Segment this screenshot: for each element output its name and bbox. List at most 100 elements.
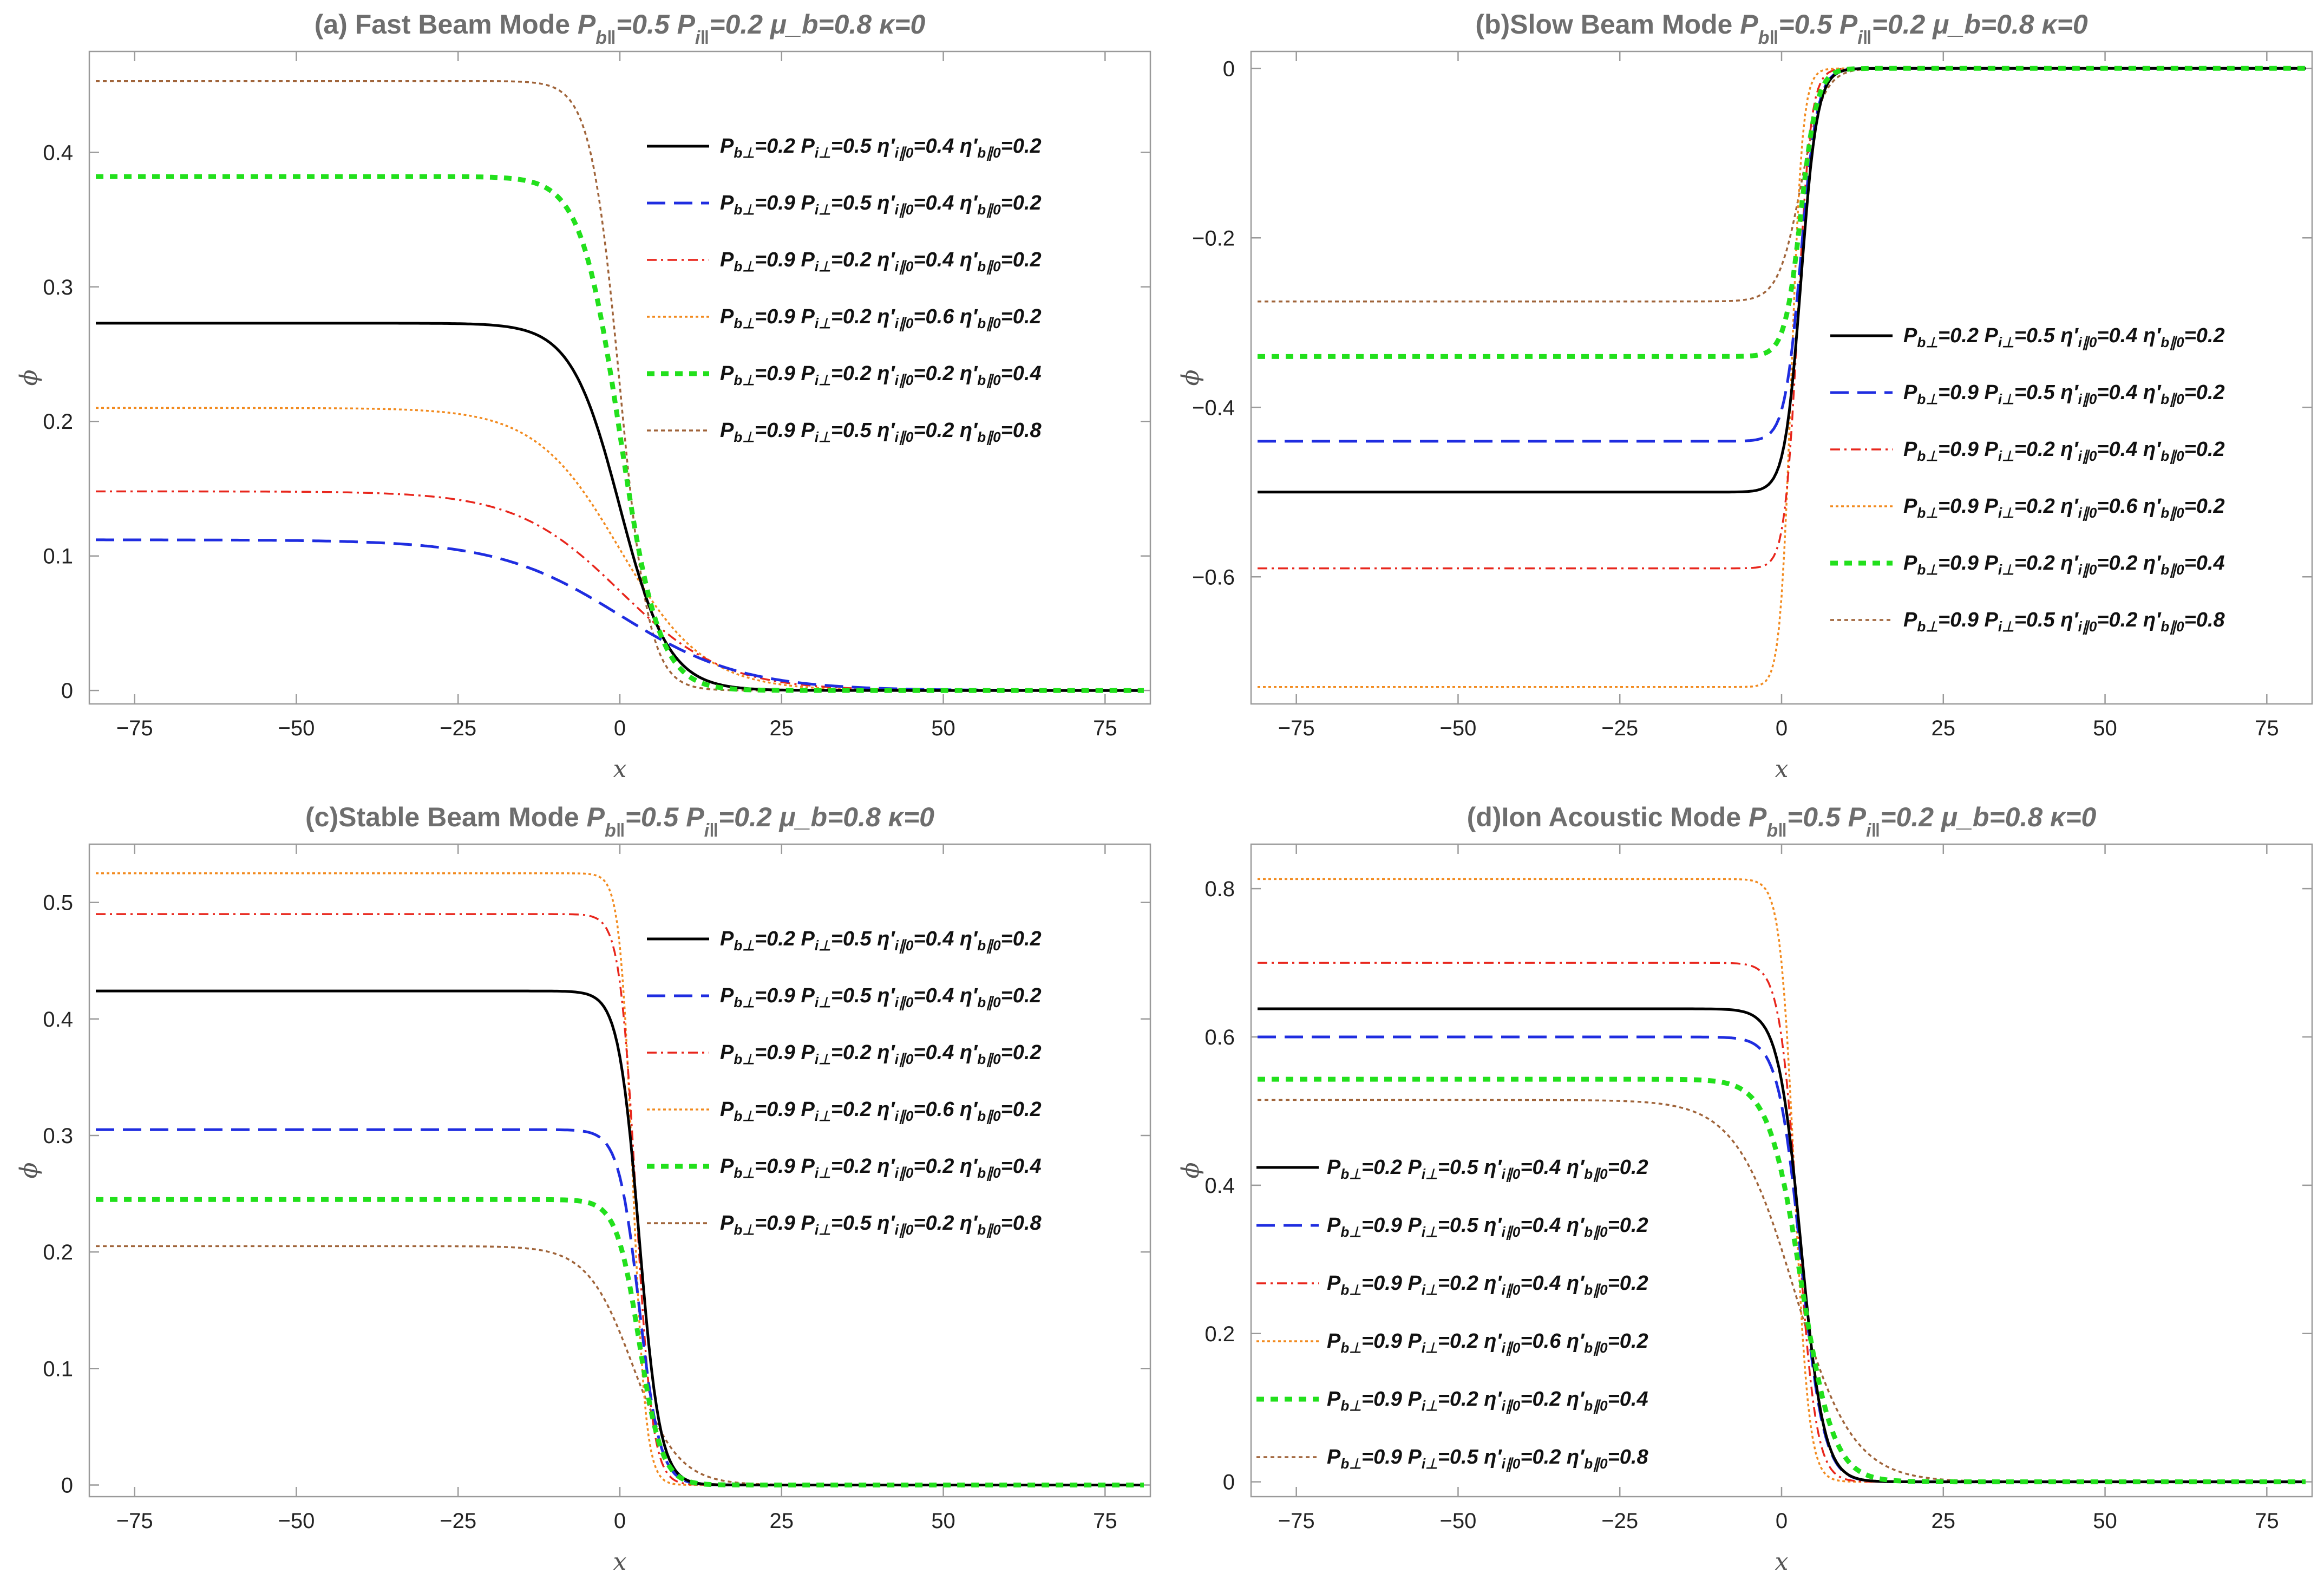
x-tick-label: 50 bbox=[931, 716, 955, 740]
y-tick-label: 0.2 bbox=[1204, 1322, 1235, 1346]
series-line-5 bbox=[1258, 66, 2306, 359]
series-line-2 bbox=[96, 538, 1144, 692]
y-tick-label: 0.8 bbox=[1204, 877, 1235, 901]
legend-entry-6: Pb⊥=0.9 Pi⊥=0.5 η′i∥0=0.2 η′b∥0=0.8 bbox=[720, 419, 1042, 446]
x-tick-label: 25 bbox=[1932, 716, 1956, 740]
x-tick-label: 25 bbox=[1932, 1509, 1956, 1533]
legend-entry-2: Pb⊥=0.9 Pi⊥=0.5 η′i∥0=0.4 η′b∥0=0.2 bbox=[720, 192, 1042, 218]
y-tick-label: 0.6 bbox=[1204, 1026, 1235, 1049]
series-line-5 bbox=[96, 174, 1144, 693]
y-axis-label: ϕ bbox=[15, 1163, 43, 1179]
legend-entry-2: Pb⊥=0.9 Pi⊥=0.5 η′i∥0=0.4 η′b∥0=0.2 bbox=[720, 984, 1042, 1011]
chart-title: (c)Stable Beam Mode Pb‖​=0.5 Pi‖​=0.2 μ_… bbox=[305, 802, 934, 841]
series-line-1 bbox=[1258, 67, 2306, 494]
legend-entry-1: Pb⊥=0.2 Pi⊥=0.5 η′i∥0=0.4 η′b∥0=0.2 bbox=[720, 928, 1042, 954]
x-axis-label: x bbox=[613, 755, 627, 783]
legend-entry-3: Pb⊥=0.9 Pi⊥=0.2 η′i∥0=0.4 η′b∥0=0.2 bbox=[720, 1041, 1042, 1068]
y-axis-label: ϕ bbox=[1177, 1163, 1204, 1179]
chart-title: (a) Fast Beam Mode Pb‖​=0.5 Pi‖​=0.2 μ_b… bbox=[315, 9, 926, 48]
series-line-3 bbox=[96, 913, 1144, 1486]
legend-entry-4: Pb⊥=0.9 Pi⊥=0.2 η′i∥0=0.6 η′b∥0=0.2 bbox=[720, 1098, 1042, 1125]
legend-entry-1: Pb⊥=0.2 Pi⊥=0.5 η′i∥0=0.4 η′b∥0=0.2 bbox=[1327, 1156, 1648, 1183]
x-tick-label: 50 bbox=[931, 1509, 955, 1533]
y-tick-label: 0.1 bbox=[43, 1357, 73, 1381]
x-tick-label: −50 bbox=[278, 716, 315, 740]
series-line-4 bbox=[96, 872, 1144, 1486]
chart-ion-acoustic-mode: (d)Ion Acoustic Mode Pb‖​=0.5 Pi‖​=0.2 μ… bbox=[1177, 802, 2313, 1576]
y-tick-label: 0 bbox=[1223, 57, 1235, 81]
chart-fast-beam-mode: (a) Fast Beam Mode Pb‖​=0.5 Pi‖​=0.2 μ_b… bbox=[15, 9, 1151, 783]
legend-entry-4: Pb⊥=0.9 Pi⊥=0.2 η′i∥0=0.6 η′b∥0=0.2 bbox=[1903, 495, 2225, 521]
x-tick-label: 0 bbox=[614, 1509, 626, 1533]
panel-c: (c)Stable Beam Mode Pb‖​=0.5 Pi‖​=0.2 μ_… bbox=[0, 793, 1162, 1585]
series-line-4 bbox=[96, 407, 1144, 691]
x-tick-label: 0 bbox=[1776, 716, 1788, 740]
chart-title: (d)Ion Acoustic Mode Pb‖​=0.5 Pi‖​=0.2 μ… bbox=[1467, 802, 2097, 841]
series-line-5 bbox=[96, 1197, 1144, 1487]
y-tick-label: 0.1 bbox=[43, 545, 73, 569]
x-tick-label: 0 bbox=[1776, 1509, 1788, 1533]
y-tick-label: 0.3 bbox=[43, 1124, 73, 1148]
chart-stable-beam-mode: (c)Stable Beam Mode Pb‖​=0.5 Pi‖​=0.2 μ_… bbox=[15, 802, 1151, 1576]
x-tick-label: −75 bbox=[116, 1509, 153, 1533]
legend-entry-5: Pb⊥=0.9 Pi⊥=0.2 η′i∥0=0.2 η′b∥0=0.4 bbox=[1903, 552, 2225, 578]
y-tick-label: −0.4 bbox=[1192, 396, 1235, 420]
x-axis-label: x bbox=[613, 1548, 627, 1576]
y-axis-label: ϕ bbox=[1177, 370, 1204, 386]
legend-entry-6: Pb⊥=0.9 Pi⊥=0.5 η′i∥0=0.2 η′b∥0=0.8 bbox=[1903, 609, 2225, 635]
series-line-1 bbox=[96, 989, 1144, 1486]
x-tick-label: 25 bbox=[770, 1509, 794, 1533]
series-line-5 bbox=[1258, 1076, 2306, 1485]
x-tick-label: −50 bbox=[1440, 716, 1477, 740]
legend-entry-5: Pb⊥=0.9 Pi⊥=0.2 η′i∥0=0.2 η′b∥0=0.4 bbox=[1327, 1388, 1648, 1414]
legend-entry-3: Pb⊥=0.9 Pi⊥=0.2 η′i∥0=0.4 η′b∥0=0.2 bbox=[720, 249, 1042, 275]
chart-slow-beam-mode: (b)Slow Beam Mode Pb‖​=0.5 Pi‖​=0.2 μ_b=… bbox=[1177, 9, 2313, 783]
series-line-3 bbox=[96, 490, 1144, 691]
x-tick-label: −75 bbox=[1278, 716, 1315, 740]
legend-entry-4: Pb⊥=0.9 Pi⊥=0.2 η′i∥0=0.6 η′b∥0=0.2 bbox=[720, 305, 1042, 332]
x-tick-label: 75 bbox=[1093, 716, 1117, 740]
panel-d: (d)Ion Acoustic Mode Pb‖​=0.5 Pi‖​=0.2 μ… bbox=[1162, 793, 2323, 1585]
legend-entry-6: Pb⊥=0.9 Pi⊥=0.5 η′i∥0=0.2 η′b∥0=0.8 bbox=[720, 1212, 1042, 1238]
y-tick-label: 0 bbox=[61, 679, 73, 703]
y-tick-label: 0.5 bbox=[43, 891, 73, 915]
x-tick-label: −25 bbox=[1601, 716, 1638, 740]
y-tick-label: 0 bbox=[61, 1473, 73, 1497]
legend-entry-2: Pb⊥=0.9 Pi⊥=0.5 η′i∥0=0.4 η′b∥0=0.2 bbox=[1327, 1214, 1648, 1241]
x-tick-label: 75 bbox=[1093, 1509, 1117, 1533]
y-tick-label: 0.2 bbox=[43, 1241, 73, 1264]
series-line-6 bbox=[96, 1245, 1144, 1486]
x-tick-label: 75 bbox=[2255, 716, 2279, 740]
x-tick-label: −75 bbox=[1278, 1509, 1315, 1533]
panel-b: (b)Slow Beam Mode Pb‖​=0.5 Pi‖​=0.2 μ_b=… bbox=[1162, 0, 2323, 793]
series-line-6 bbox=[1258, 67, 2306, 303]
series-line-4 bbox=[1258, 67, 2306, 688]
x-tick-label: −25 bbox=[440, 716, 476, 740]
series-line-2 bbox=[96, 1128, 1144, 1486]
legend-entry-1: Pb⊥=0.2 Pi⊥=0.5 η′i∥0=0.4 η′b∥0=0.2 bbox=[720, 135, 1042, 161]
legend-entry-3: Pb⊥=0.9 Pi⊥=0.2 η′i∥0=0.4 η′b∥0=0.2 bbox=[1903, 438, 2225, 465]
x-axis-label: x bbox=[1775, 755, 1789, 783]
x-tick-label: −25 bbox=[1601, 1509, 1638, 1533]
legend-entry-6: Pb⊥=0.9 Pi⊥=0.5 η′i∥0=0.2 η′b∥0=0.8 bbox=[1327, 1446, 1648, 1472]
y-tick-label: 0.4 bbox=[43, 1008, 73, 1032]
x-tick-label: 25 bbox=[770, 716, 794, 740]
series-line-2 bbox=[1258, 1035, 2306, 1484]
legend-entry-1: Pb⊥=0.2 Pi⊥=0.5 η′i∥0=0.4 η′b∥0=0.2 bbox=[1903, 324, 2225, 351]
series-line-1 bbox=[1258, 1007, 2306, 1484]
legend-entry-2: Pb⊥=0.9 Pi⊥=0.5 η′i∥0=0.4 η′b∥0=0.2 bbox=[1903, 381, 2225, 408]
legend-entry-5: Pb⊥=0.9 Pi⊥=0.2 η′i∥0=0.2 η′b∥0=0.4 bbox=[720, 362, 1042, 389]
x-tick-label: −50 bbox=[278, 1509, 315, 1533]
x-axis-label: x bbox=[1775, 1548, 1789, 1576]
x-tick-label: −75 bbox=[116, 716, 153, 740]
y-axis-label: ϕ bbox=[15, 370, 43, 386]
y-tick-label: 0.4 bbox=[1204, 1174, 1235, 1198]
x-tick-label: −25 bbox=[440, 1509, 476, 1533]
legend-entry-3: Pb⊥=0.9 Pi⊥=0.2 η′i∥0=0.4 η′b∥0=0.2 bbox=[1327, 1272, 1648, 1298]
y-tick-label: 0.2 bbox=[43, 410, 73, 434]
legend-entry-5: Pb⊥=0.9 Pi⊥=0.2 η′i∥0=0.2 η′b∥0=0.4 bbox=[720, 1155, 1042, 1182]
panel-a: (a) Fast Beam Mode Pb‖​=0.5 Pi‖​=0.2 μ_b… bbox=[0, 0, 1162, 793]
legend-entry-4: Pb⊥=0.9 Pi⊥=0.2 η′i∥0=0.6 η′b∥0=0.2 bbox=[1327, 1330, 1648, 1356]
x-tick-label: 50 bbox=[2093, 716, 2117, 740]
